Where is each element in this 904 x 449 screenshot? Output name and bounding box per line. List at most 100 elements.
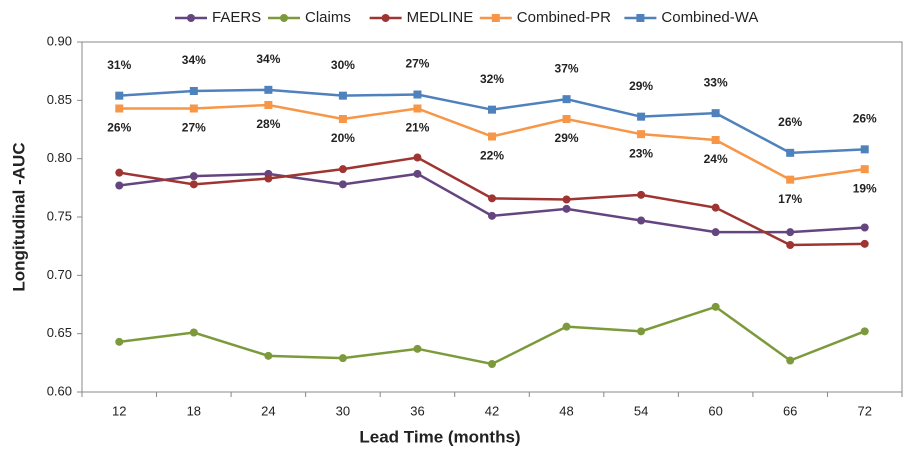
point — [711, 302, 720, 311]
x-tick-label: 12 — [112, 403, 126, 418]
point — [488, 105, 496, 114]
point — [711, 136, 720, 144]
point — [562, 195, 571, 204]
annotation: 30% — [331, 58, 355, 72]
point — [488, 194, 496, 203]
point — [860, 239, 869, 248]
annotation: 32% — [480, 72, 504, 86]
point — [338, 354, 347, 363]
point — [711, 109, 720, 118]
annotation: 27% — [405, 57, 429, 71]
point — [562, 322, 571, 331]
point — [338, 180, 347, 189]
annotation: 19% — [853, 181, 877, 195]
x-axis-label: Lead Time (months) — [359, 427, 520, 446]
point — [637, 112, 646, 121]
y-tick-label: 0.80 — [47, 150, 72, 165]
point — [115, 91, 124, 100]
y-axis-label: Longitudinal -AUC — [9, 142, 28, 291]
annotation: 37% — [555, 61, 579, 75]
point — [637, 216, 646, 225]
legend-marker — [280, 14, 288, 22]
point — [264, 351, 273, 360]
point — [413, 344, 422, 353]
point — [115, 337, 124, 346]
point — [115, 104, 124, 113]
annotation: 26% — [107, 121, 131, 135]
point — [413, 104, 422, 113]
point — [264, 101, 273, 109]
point — [562, 95, 571, 104]
y-tick-label: 0.75 — [47, 208, 72, 223]
point — [413, 169, 422, 178]
point — [338, 91, 347, 100]
point — [786, 241, 795, 249]
x-tick-label: 18 — [187, 403, 201, 418]
point — [860, 145, 869, 154]
annotation: 26% — [778, 115, 802, 129]
point — [488, 211, 496, 220]
point — [488, 360, 496, 368]
point — [115, 181, 124, 190]
legend-label: FAERS — [212, 9, 261, 26]
point — [711, 203, 720, 212]
legend-label: MEDLINE — [407, 9, 474, 26]
legend-label: Combined-PR — [517, 9, 611, 26]
x-tick-label: 48 — [559, 403, 573, 418]
point — [786, 148, 795, 157]
x-tick-label: 60 — [708, 403, 722, 418]
point — [637, 190, 646, 199]
legend-marker — [636, 14, 645, 22]
legend-label: Combined-WA — [661, 9, 758, 26]
point — [562, 204, 571, 213]
x-tick-label: 24 — [261, 403, 275, 418]
point — [189, 172, 198, 181]
point — [637, 130, 646, 139]
point — [488, 132, 496, 141]
point — [637, 327, 646, 336]
annotation: 23% — [629, 146, 653, 160]
point — [338, 165, 347, 174]
annotation: 34% — [182, 53, 206, 67]
annotation: 17% — [778, 192, 802, 206]
annotation: 24% — [704, 152, 728, 166]
point — [860, 327, 869, 336]
point — [264, 85, 273, 94]
annotation: 27% — [182, 121, 206, 135]
x-tick-label: 72 — [857, 403, 871, 418]
x-tick-label: 36 — [410, 403, 424, 418]
legend-label: Claims — [305, 9, 351, 26]
y-tick-label: 0.85 — [47, 92, 72, 107]
series-line — [119, 103, 865, 181]
x-tick-label: 30 — [336, 403, 350, 418]
point — [711, 228, 720, 237]
series-line — [119, 305, 866, 366]
point — [338, 115, 347, 123]
annotation: 28% — [256, 117, 280, 131]
legend-marker — [187, 14, 195, 22]
point — [413, 153, 422, 162]
point — [189, 180, 198, 189]
y-tick-label: 0.70 — [47, 267, 72, 282]
point — [189, 87, 198, 95]
y-tick-label: 0.90 — [47, 33, 72, 48]
annotation: 29% — [629, 79, 653, 93]
annotation: 29% — [555, 131, 579, 145]
point — [860, 223, 869, 232]
annotation: 26% — [853, 112, 877, 126]
point — [189, 104, 198, 113]
point — [115, 168, 124, 177]
annotation: 31% — [107, 58, 131, 72]
legend-marker — [491, 14, 500, 22]
point — [413, 90, 422, 99]
annotation: 34% — [256, 52, 280, 66]
x-tick-label: 54 — [634, 403, 648, 418]
x-tick-label: 42 — [485, 403, 499, 418]
y-tick-label: 0.65 — [47, 325, 72, 340]
point — [786, 175, 795, 184]
legend-marker — [381, 14, 390, 22]
annotation: 20% — [331, 131, 355, 145]
point — [189, 328, 198, 337]
